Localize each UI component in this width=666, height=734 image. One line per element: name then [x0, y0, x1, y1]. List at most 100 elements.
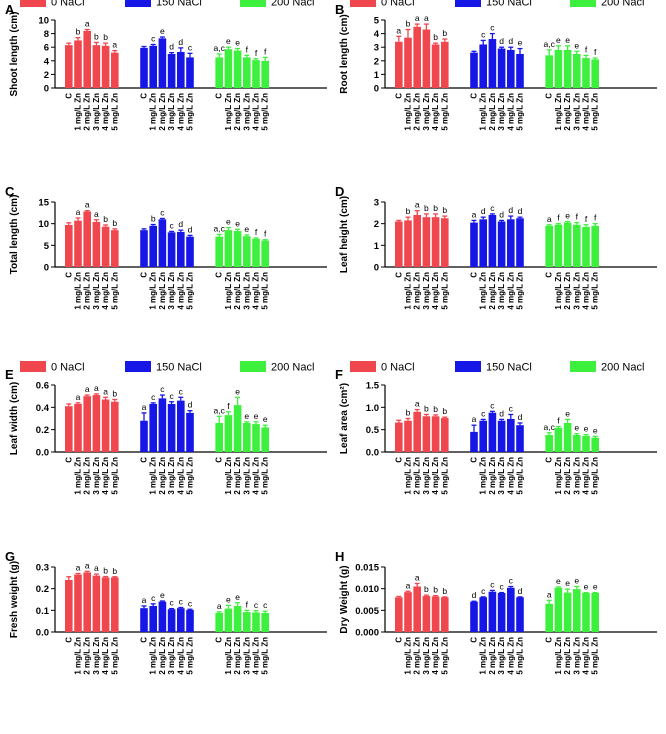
significance-label: e — [160, 26, 165, 36]
bar — [395, 597, 403, 632]
significance-label: e — [235, 218, 240, 228]
significance-label: b — [433, 404, 438, 414]
bar — [252, 612, 260, 632]
significance-label: a — [472, 209, 477, 219]
panel-a: A 0 2 4 6 8 10 Shoot length (cm) 0 NaCl 150 NaCl 2… — [5, 0, 327, 131]
x-tick-label: 3 mg/L Zn — [167, 272, 176, 310]
x-tick-label: C — [470, 637, 479, 643]
x-tick-label: 4 mg/L Zn — [252, 93, 261, 131]
significance-label: b — [433, 203, 438, 213]
significance-label: a — [85, 200, 90, 210]
bar — [224, 49, 233, 88]
bar — [167, 609, 176, 632]
x-tick-label: 4 mg/L Zn — [101, 93, 110, 131]
significance-label: a — [406, 580, 411, 590]
significance-label: b — [112, 566, 117, 576]
x-tick-label: 5 mg/L Zn — [261, 272, 270, 310]
significance-label: b — [406, 408, 411, 418]
x-tick-label: 4 mg/L Zn — [176, 93, 185, 131]
x-tick-label: 4 mg/L Zn — [101, 457, 110, 495]
bar — [261, 240, 269, 267]
bar — [479, 597, 487, 632]
x-tick-label: C — [64, 272, 73, 278]
x-tick-label: C — [545, 637, 554, 643]
bar — [140, 47, 148, 88]
bar — [582, 593, 590, 632]
bar — [441, 597, 449, 632]
significance-label: e — [584, 582, 589, 592]
bar — [582, 435, 590, 452]
bar — [92, 395, 101, 452]
bar — [101, 577, 110, 632]
bar — [186, 57, 194, 88]
significance-label: f — [264, 46, 267, 56]
y-tick-label: 0.0 — [366, 448, 379, 459]
significance-label: f — [255, 227, 258, 237]
x-tick-label: 3 mg/L Zn — [167, 457, 176, 495]
x-tick-label: 5 mg/L Zn — [516, 272, 525, 310]
bar — [252, 238, 260, 267]
x-tick-label: C — [215, 637, 224, 643]
x-tick-label: C — [140, 637, 149, 643]
bar — [261, 60, 269, 88]
bar — [554, 224, 563, 267]
x-tick-label: 4 mg/L Zn — [176, 457, 185, 495]
y-axis-label: Root length (cm) — [339, 14, 350, 93]
significance-label: e — [235, 38, 240, 48]
x-tick-label: 3 mg/L Zn — [242, 457, 251, 495]
significance-label: a — [112, 40, 117, 50]
x-tick-label: 5 mg/L Zn — [186, 637, 195, 675]
legend-label: 150 NaCl — [156, 0, 202, 9]
x-tick-label: C — [64, 637, 73, 643]
panel-letter: A — [5, 2, 15, 17]
bar — [563, 422, 572, 452]
significance-label: f — [227, 401, 230, 411]
bar — [573, 435, 581, 452]
bar — [158, 219, 167, 267]
significance-label: e — [226, 594, 231, 604]
x-tick-label: 1 mg/L Zn — [149, 272, 158, 310]
legend-swatch — [570, 361, 596, 372]
panel-e: E 0.0 0.2 0.4 0.6 Leaf width (cm) 0 NaCl 150 Na… — [5, 361, 327, 495]
y-axis-label: Dry Weight (g) — [339, 565, 350, 633]
significance-label: e — [160, 590, 165, 600]
significance-label: a — [76, 392, 81, 402]
bar — [497, 593, 506, 632]
significance-label: b — [103, 214, 108, 224]
x-tick-label: 1 mg/L Zn — [404, 93, 413, 131]
x-tick-label: 3 mg/L Zn — [572, 457, 581, 495]
bar — [554, 587, 563, 632]
x-tick-label: 4 mg/L Zn — [252, 457, 261, 495]
significance-label: a — [94, 383, 99, 393]
x-tick-label: 2 mg/L Zn — [488, 272, 497, 310]
bar — [92, 221, 101, 267]
significance-label: c — [160, 384, 165, 394]
bar — [582, 58, 590, 88]
bar — [158, 398, 167, 452]
y-tick-label: 0.000 — [355, 628, 379, 639]
bar — [83, 572, 91, 632]
x-tick-label: 1 mg/L Zn — [554, 457, 563, 495]
legend-label: 0 NaCl — [381, 362, 415, 374]
y-tick-label: 0.0 — [36, 448, 49, 459]
x-tick-label: 2 mg/L Zn — [83, 272, 92, 310]
y-tick-label: 0.2 — [36, 584, 49, 595]
bar — [573, 54, 581, 88]
significance-label: b — [433, 585, 438, 595]
x-tick-label: 4 mg/L Zn — [176, 272, 185, 310]
bar — [261, 612, 269, 632]
bar — [470, 52, 478, 88]
x-tick-label: 3 mg/L Zn — [422, 272, 431, 310]
x-tick-label: 4 mg/L Zn — [101, 637, 110, 675]
x-tick-label: 4 mg/L Zn — [506, 93, 515, 131]
y-tick-label: 5 — [374, 16, 380, 27]
x-tick-label: C — [394, 637, 403, 643]
panel-letter: E — [5, 367, 14, 382]
x-tick-label: 4 mg/L Zn — [176, 637, 185, 675]
significance-label: d — [499, 36, 504, 46]
bar — [507, 49, 515, 88]
bar — [431, 596, 440, 632]
significance-label: e — [226, 36, 231, 46]
